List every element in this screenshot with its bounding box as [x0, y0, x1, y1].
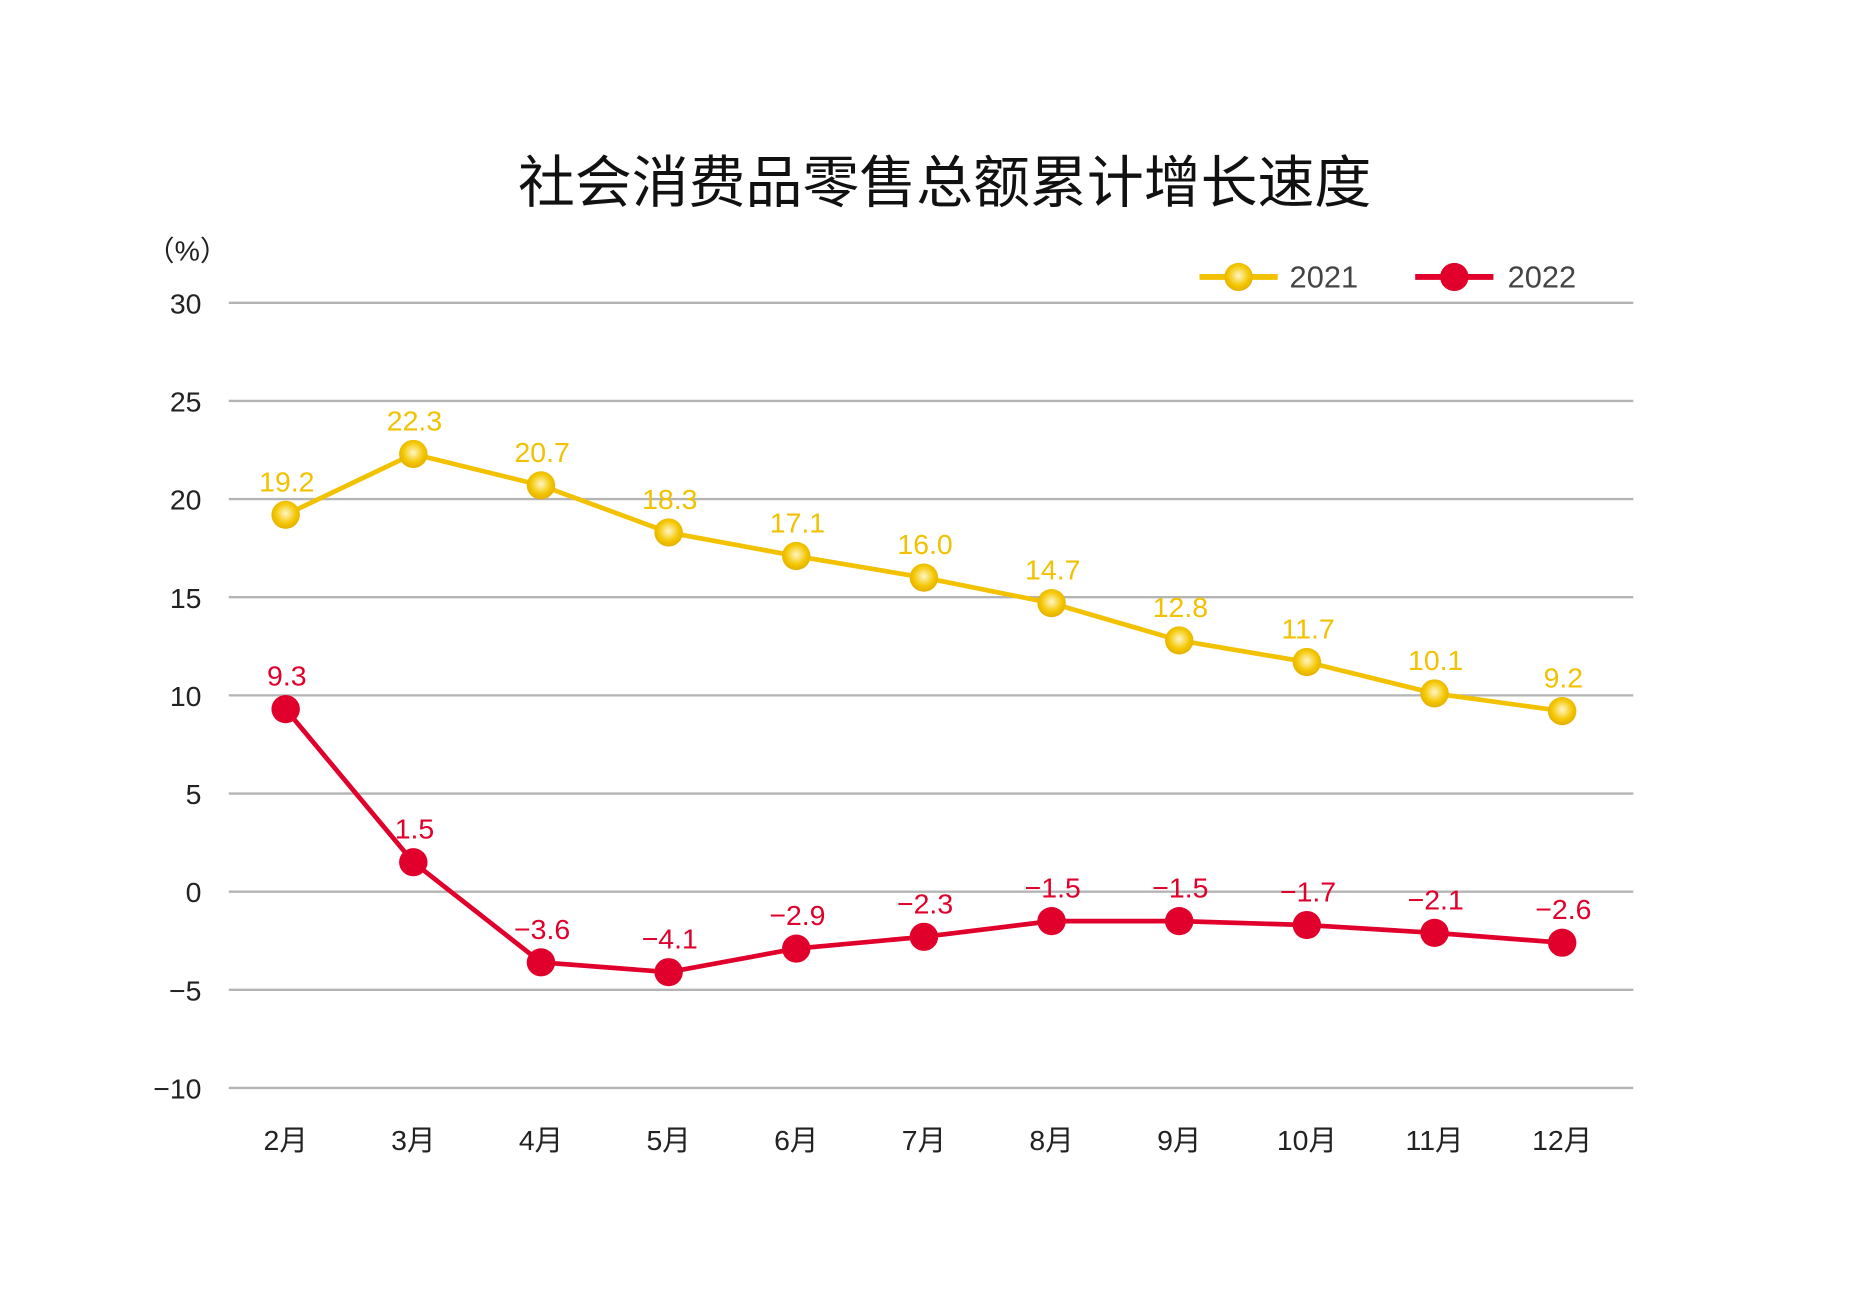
data-label: 11.7: [1281, 613, 1334, 645]
data-label: 9.3: [267, 660, 307, 692]
x-tick-label: 3月: [391, 1124, 435, 1156]
data-point: [1292, 647, 1322, 677]
x-tick-label: 4月: [519, 1124, 563, 1156]
y-tick-label: 25: [170, 386, 202, 418]
data-label: 18.3: [642, 483, 697, 515]
y-tick-label: 15: [170, 582, 202, 614]
data-point: [399, 848, 428, 877]
x-tick-label: 12月: [1532, 1124, 1592, 1156]
legend-marker: [1440, 262, 1469, 292]
legend-marker: [1224, 262, 1253, 292]
data-point: [654, 518, 683, 547]
y-tick-label: 0: [186, 876, 202, 908]
data-point: [1547, 928, 1577, 957]
data-point: [1037, 589, 1066, 618]
x-tick-label: 6月: [774, 1124, 818, 1156]
data-label: −2.1: [1408, 884, 1464, 916]
data-point: [1420, 918, 1449, 947]
data-point: [271, 695, 300, 724]
legend-label: 2022: [1508, 261, 1577, 295]
data-point: [1547, 696, 1577, 726]
x-tick-label: 11月: [1406, 1124, 1464, 1156]
data-point: [1420, 679, 1449, 708]
data-point: [654, 958, 683, 987]
data-label: −1.5: [1152, 872, 1208, 904]
data-label: 16.0: [897, 528, 952, 560]
data-point: [782, 541, 811, 571]
y-tick-label: 30: [170, 287, 202, 319]
x-tick-label: 10月: [1277, 1124, 1337, 1156]
y-tick-label: 10: [170, 680, 202, 712]
data-point: [1037, 907, 1066, 936]
x-tick-label: 9月: [1157, 1124, 1201, 1156]
data-label: −4.1: [642, 923, 698, 955]
data-label: 14.7: [1025, 554, 1080, 586]
y-axis-unit: （%）: [146, 235, 228, 267]
data-label: −2.3: [897, 887, 953, 919]
y-tick-label: 20: [170, 484, 202, 516]
legend-label: 2021: [1290, 261, 1359, 295]
data-label: −1.5: [1025, 872, 1081, 904]
data-label: 1.5: [395, 813, 435, 845]
y-tick-label: 5: [186, 778, 202, 810]
data-point: [1292, 910, 1322, 940]
data-point: [782, 934, 811, 963]
data-label: −1.7: [1280, 876, 1336, 908]
x-tick-label: 8月: [1029, 1124, 1073, 1156]
x-tick-label: 5月: [646, 1124, 690, 1156]
data-label: 19.2: [259, 465, 314, 497]
data-point: [399, 439, 428, 469]
data-label: 9.2: [1544, 662, 1584, 694]
data-point: [271, 500, 300, 529]
data-point: [909, 922, 939, 951]
data-point: [909, 563, 939, 592]
y-tick-label: −10: [153, 1073, 201, 1105]
data-label: 22.3: [387, 405, 442, 437]
data-label: 20.7: [514, 436, 569, 468]
chart-title: 社会消费品零售总额累计增长速度: [518, 150, 1371, 216]
data-label: −3.6: [514, 913, 570, 945]
data-label: 12.8: [1153, 591, 1208, 623]
x-tick-label: 2月: [264, 1124, 308, 1156]
data-point: [1164, 907, 1194, 936]
data-label: 17.1: [770, 507, 825, 539]
y-tick-label: −5: [169, 975, 201, 1007]
data-label: −2.6: [1535, 893, 1591, 925]
data-label: 10.1: [1408, 644, 1463, 676]
data-point: [1164, 626, 1194, 655]
x-tick-label: 7月: [902, 1124, 946, 1156]
data-point: [526, 948, 556, 977]
data-point: [526, 471, 556, 500]
data-label: −2.9: [769, 899, 825, 931]
